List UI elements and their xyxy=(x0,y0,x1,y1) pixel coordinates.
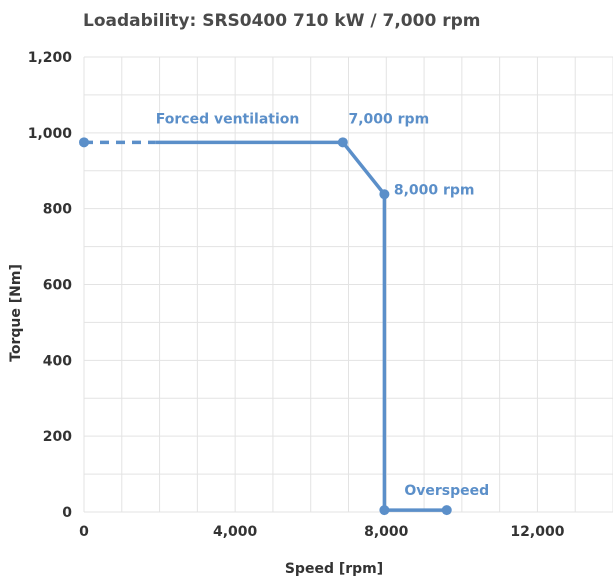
data-point-marker xyxy=(441,505,452,516)
data-point-marker xyxy=(337,137,348,148)
x-tick-label: 0 xyxy=(79,524,89,540)
grid xyxy=(83,56,613,513)
y-tick-label: 0 xyxy=(62,505,72,521)
y-tick-label: 1,000 xyxy=(28,126,73,142)
x-tick-label: 4,000 xyxy=(213,524,258,540)
x-tick-label: 8,000 xyxy=(364,524,409,540)
data-point-marker xyxy=(79,137,89,148)
series xyxy=(79,137,452,516)
annotation-label: Forced ventilation xyxy=(156,111,300,127)
y-tick-label: 800 xyxy=(43,202,72,218)
tick-labels: 0 4,000 8,000 12,000 0 200 400 600 800 1,000 1,200 xyxy=(28,50,565,540)
y-axis-label: Torque [Nm] xyxy=(8,264,24,362)
chart-title: Loadability: SRS0400 710 kW / 7,000 rpm xyxy=(83,11,480,31)
annotation-label: 7,000 rpm xyxy=(349,111,430,127)
y-tick-label: 400 xyxy=(43,353,72,369)
y-tick-label: 200 xyxy=(43,429,72,445)
data-point-marker xyxy=(379,505,390,516)
annotation-label: 8,000 rpm xyxy=(394,182,475,198)
x-tick-label: 12,000 xyxy=(510,524,564,540)
y-tick-label: 600 xyxy=(43,278,72,294)
annotations: Forced ventilation 7,000 rpm 8,000 rpm Over… xyxy=(156,111,489,499)
x-axis-label: Speed [rpm] xyxy=(285,561,383,577)
annotation-label: Overspeed xyxy=(404,483,489,499)
data-point-marker xyxy=(379,189,390,200)
y-tick-label: 1,200 xyxy=(28,50,73,66)
